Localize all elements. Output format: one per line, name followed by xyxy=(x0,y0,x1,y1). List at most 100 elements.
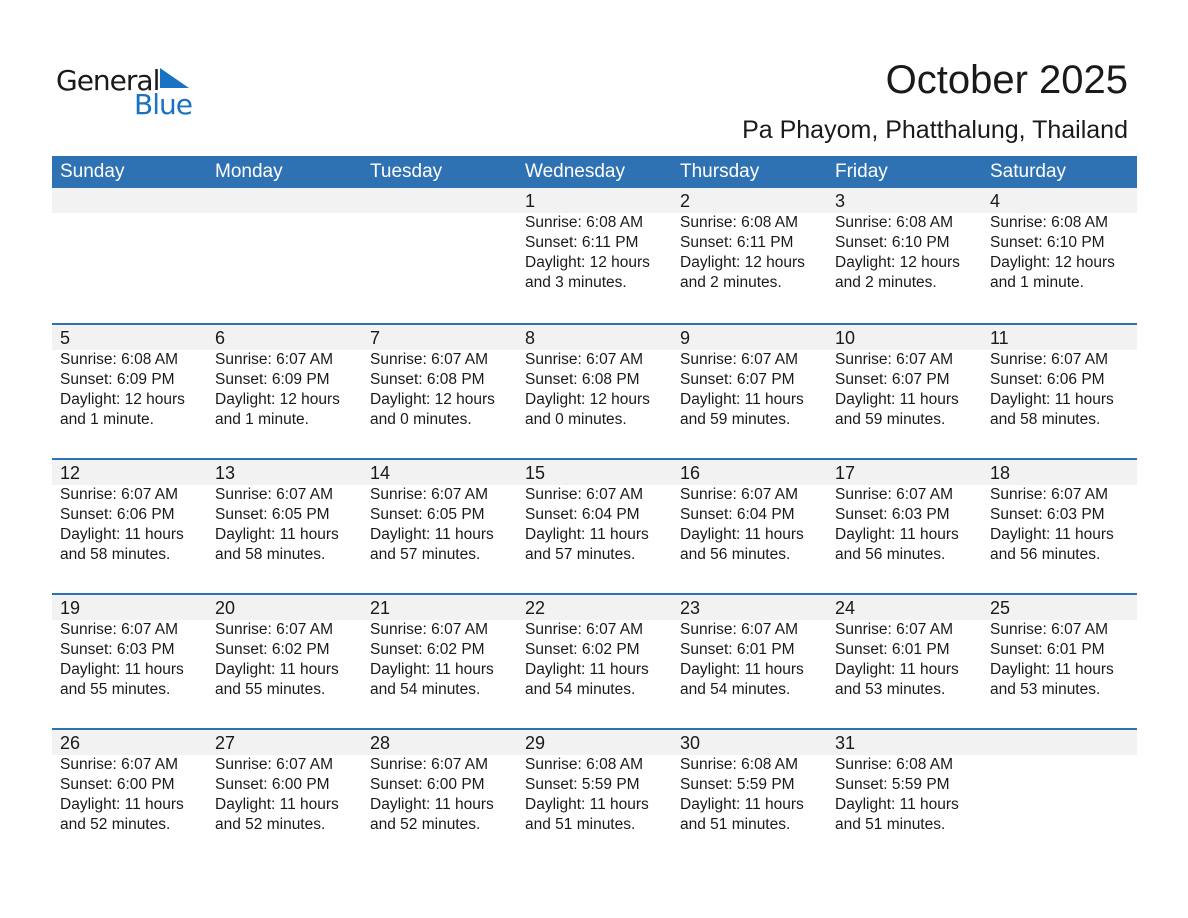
daylight-minutes-text: and 52 minutes. xyxy=(215,816,326,833)
daylight-text: Daylight: 11 hours xyxy=(60,661,184,678)
sunset-text: Sunset: 6:04 PM xyxy=(680,506,795,523)
daylight-text: Daylight: 11 hours xyxy=(60,526,184,543)
daylight-text: Daylight: 11 hours xyxy=(215,526,339,543)
daylight-minutes-text: and 56 minutes. xyxy=(680,546,791,563)
day-cell: 24 Sunrise: 6:07 AM Sunset: 6:01 PM Dayligh… xyxy=(827,595,982,728)
daylight-minutes-text: and 0 minutes. xyxy=(525,411,627,428)
week-row: 5 Sunrise: 6:08 AM Sunset: 6:09 PM Daylight… xyxy=(52,323,1137,458)
weekday-monday: Monday xyxy=(215,161,283,182)
daylight-minutes-text: and 56 minutes. xyxy=(835,546,946,563)
sunset-text: Sunset: 6:03 PM xyxy=(990,506,1105,523)
day-number: 7 xyxy=(370,328,381,348)
day-cell: 18 Sunrise: 6:07 AM Sunset: 6:03 PM Dayligh… xyxy=(982,460,1137,593)
sunrise-text: Sunrise: 6:07 AM xyxy=(370,756,489,773)
daylight-text: Daylight: 12 hours xyxy=(370,391,495,408)
sunrise-text: Sunrise: 6:07 AM xyxy=(370,621,489,638)
daylight-text: Daylight: 11 hours xyxy=(990,391,1114,408)
date-band xyxy=(52,595,1137,620)
empty-day-cell xyxy=(982,730,1137,863)
daylight-text: Daylight: 12 hours xyxy=(835,254,960,271)
empty-day-cell xyxy=(207,188,362,323)
day-cell: 4 Sunrise: 6:08 AM Sunset: 6:10 PM Daylight… xyxy=(982,188,1137,323)
daylight-minutes-text: and 55 minutes. xyxy=(60,681,171,698)
daylight-text: Daylight: 11 hours xyxy=(835,661,959,678)
sunrise-text: Sunrise: 6:07 AM xyxy=(835,351,954,368)
day-number: 22 xyxy=(525,598,546,618)
sunrise-text: Sunrise: 6:07 AM xyxy=(215,486,334,503)
sunset-text: Sunset: 6:00 PM xyxy=(215,776,330,793)
day-cell: 23 Sunrise: 6:07 AM Sunset: 6:01 PM Dayligh… xyxy=(672,595,827,728)
date-band xyxy=(52,188,1137,213)
day-cell: 7 Sunrise: 6:07 AM Sunset: 6:08 PM Daylight… xyxy=(362,325,517,458)
logo-text-blue: Blue xyxy=(134,88,193,121)
sunrise-text: Sunrise: 6:07 AM xyxy=(680,486,799,503)
day-number: 14 xyxy=(370,463,391,483)
sunrise-text: Sunrise: 6:07 AM xyxy=(835,621,954,638)
daylight-text: Daylight: 11 hours xyxy=(990,526,1114,543)
date-band xyxy=(52,730,1137,755)
sunset-text: Sunset: 6:02 PM xyxy=(215,641,330,658)
daylight-text: Daylight: 12 hours xyxy=(215,391,340,408)
daylight-text: Daylight: 12 hours xyxy=(525,391,650,408)
sunset-text: Sunset: 6:03 PM xyxy=(835,506,950,523)
daylight-minutes-text: and 53 minutes. xyxy=(990,681,1101,698)
sunrise-text: Sunrise: 6:07 AM xyxy=(60,621,179,638)
day-cell: 26 Sunrise: 6:07 AM Sunset: 6:00 PM Dayligh… xyxy=(52,730,207,863)
daylight-text: Daylight: 11 hours xyxy=(525,661,649,678)
sunset-text: Sunset: 6:08 PM xyxy=(525,371,640,388)
day-cell: 13 Sunrise: 6:07 AM Sunset: 6:05 PM Dayligh… xyxy=(207,460,362,593)
sunset-text: Sunset: 6:02 PM xyxy=(370,641,485,658)
daylight-minutes-text: and 51 minutes. xyxy=(835,816,946,833)
daylight-text: Daylight: 11 hours xyxy=(215,796,339,813)
sunset-text: Sunset: 6:00 PM xyxy=(370,776,485,793)
day-cell: 29 Sunrise: 6:08 AM Sunset: 5:59 PM Dayligh… xyxy=(517,730,672,863)
day-cell: 31 Sunrise: 6:08 AM Sunset: 5:59 PM Dayligh… xyxy=(827,730,982,863)
day-cell: 22 Sunrise: 6:07 AM Sunset: 6:02 PM Dayligh… xyxy=(517,595,672,728)
day-number: 4 xyxy=(990,191,1001,211)
sunrise-text: Sunrise: 6:07 AM xyxy=(525,621,644,638)
sunset-text: Sunset: 6:06 PM xyxy=(990,371,1105,388)
sunrise-text: Sunrise: 6:07 AM xyxy=(680,351,799,368)
logo-text-general: General xyxy=(56,64,160,97)
day-cell: 9 Sunrise: 6:07 AM Sunset: 6:07 PM Daylight… xyxy=(672,325,827,458)
sunset-text: Sunset: 6:09 PM xyxy=(60,371,175,388)
daylight-minutes-text: and 58 minutes. xyxy=(215,546,326,563)
day-cell: 21 Sunrise: 6:07 AM Sunset: 6:02 PM Dayligh… xyxy=(362,595,517,728)
empty-day-cell xyxy=(362,188,517,323)
location-subtitle: Pa Phayom, Phatthalung, Thailand xyxy=(742,116,1128,144)
daylight-text: Daylight: 11 hours xyxy=(215,661,339,678)
weekday-thursday: Thursday xyxy=(680,161,760,182)
weekday-saturday: Saturday xyxy=(990,161,1067,182)
sunrise-text: Sunrise: 6:08 AM xyxy=(525,756,644,773)
day-cell: 27 Sunrise: 6:07 AM Sunset: 6:00 PM Dayligh… xyxy=(207,730,362,863)
daylight-minutes-text: and 57 minutes. xyxy=(370,546,481,563)
daylight-text: Daylight: 11 hours xyxy=(370,796,494,813)
sunrise-text: Sunrise: 6:07 AM xyxy=(990,351,1109,368)
day-number: 12 xyxy=(60,463,81,483)
day-number: 2 xyxy=(680,191,691,211)
daylight-text: Daylight: 12 hours xyxy=(990,254,1115,271)
day-number: 20 xyxy=(215,598,236,618)
daylight-minutes-text: and 52 minutes. xyxy=(60,816,171,833)
daylight-text: Daylight: 11 hours xyxy=(525,796,649,813)
sunset-text: Sunset: 6:03 PM xyxy=(60,641,175,658)
daylight-minutes-text: and 57 minutes. xyxy=(525,546,636,563)
day-cell: 15 Sunrise: 6:07 AM Sunset: 6:04 PM Dayligh… xyxy=(517,460,672,593)
sunrise-text: Sunrise: 6:07 AM xyxy=(525,486,644,503)
weekday-sunday: Sunday xyxy=(60,161,125,182)
day-number: 18 xyxy=(990,463,1011,483)
day-number: 13 xyxy=(215,463,236,483)
sunrise-text: Sunrise: 6:07 AM xyxy=(215,351,334,368)
sunrise-text: Sunrise: 6:08 AM xyxy=(680,756,799,773)
sunrise-text: Sunrise: 6:07 AM xyxy=(525,351,644,368)
daylight-text: Daylight: 11 hours xyxy=(680,796,804,813)
sunrise-text: Sunrise: 6:07 AM xyxy=(215,621,334,638)
daylight-text: Daylight: 12 hours xyxy=(60,391,185,408)
daylight-minutes-text: and 54 minutes. xyxy=(680,681,791,698)
date-band xyxy=(52,460,1137,485)
sunrise-text: Sunrise: 6:07 AM xyxy=(680,621,799,638)
day-cell: 6 Sunrise: 6:07 AM Sunset: 6:09 PM Daylight… xyxy=(207,325,362,458)
daylight-minutes-text: and 54 minutes. xyxy=(370,681,481,698)
day-number: 30 xyxy=(680,733,701,753)
